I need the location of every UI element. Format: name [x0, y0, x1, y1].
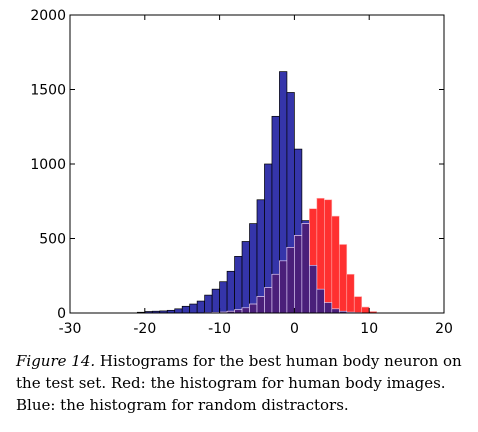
overlap-bar — [271, 273, 280, 314]
blue-bar — [196, 300, 205, 314]
blue-bar — [241, 241, 250, 314]
red-bar — [361, 306, 370, 314]
x-tick-label: 10 — [360, 321, 378, 337]
overlap-bar — [316, 288, 325, 314]
y-tick-label: 1000 — [30, 157, 66, 173]
figure-label: Figure 14. — [16, 352, 96, 370]
figure-caption: Figure 14. Histograms for the best human… — [16, 350, 472, 416]
y-tick-label: 2000 — [30, 8, 66, 24]
overlap-bar — [301, 223, 310, 314]
y-tick-label: 1500 — [30, 83, 66, 99]
red-bar — [338, 244, 348, 314]
y-tick-labels: 0 500 1000 1500 2000 — [30, 8, 66, 322]
overlap-bar — [324, 302, 333, 314]
blue-bar — [181, 305, 191, 314]
overlap-bar — [241, 307, 250, 314]
y-tick-label: 500 — [39, 232, 66, 248]
blue-bar — [174, 308, 183, 314]
overlap-bar — [309, 265, 318, 314]
blue-bar — [249, 223, 258, 314]
overlap-bar — [286, 247, 295, 314]
blue-bar — [189, 303, 198, 314]
x-tick-label: 0 — [290, 321, 299, 337]
overlap-bar — [249, 303, 258, 314]
x-tick-label: 20 — [435, 321, 453, 337]
blue-bar — [204, 294, 213, 314]
red-bar — [346, 273, 355, 314]
axis-ticks — [69, 14, 445, 314]
histogram-chart: -30 -20 -10 0 10 20 0 500 1000 1500 2000 — [30, 8, 453, 337]
blue-bar — [211, 288, 220, 314]
red-bar — [324, 199, 333, 314]
blue-bar — [234, 256, 243, 314]
overlap-bar — [294, 235, 303, 314]
x-tick-label: -20 — [133, 321, 156, 337]
x-tick-labels: -30 -20 -10 0 10 20 — [59, 321, 453, 337]
distractor-histogram-bars — [136, 71, 370, 314]
caption-text: Histograms for the best human body neuro… — [16, 352, 462, 414]
x-tick-label: -30 — [59, 321, 82, 337]
overlap-bar — [264, 287, 273, 314]
x-tick-label: -10 — [208, 321, 231, 337]
blue-bar — [226, 270, 235, 314]
y-tick-label: 0 — [57, 306, 66, 322]
red-bar — [353, 296, 363, 314]
overlap-bar — [331, 308, 340, 314]
blue-bar — [219, 281, 228, 314]
blue-bar — [256, 199, 265, 314]
overlap-bar — [256, 296, 265, 314]
overlap-bar — [279, 260, 288, 314]
red-bar — [331, 215, 340, 314]
